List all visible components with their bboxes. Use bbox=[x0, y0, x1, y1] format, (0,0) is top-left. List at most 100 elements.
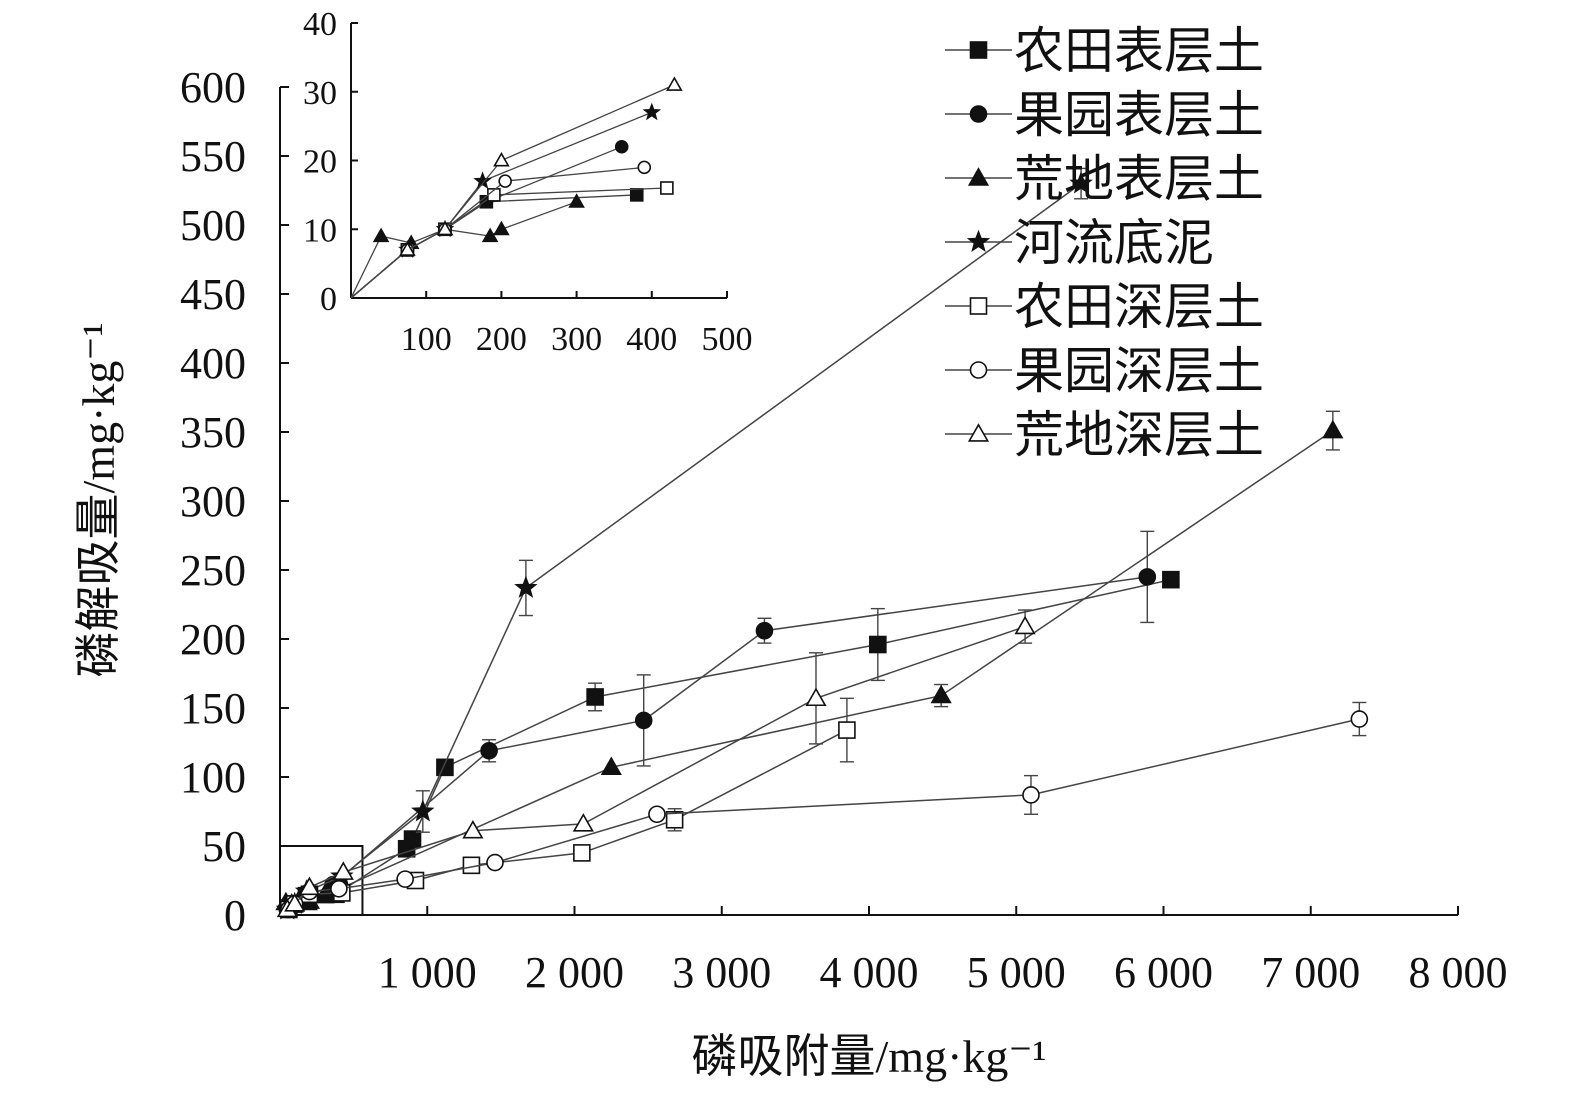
series-2 bbox=[278, 530, 1157, 919]
y-tick-label: 250 bbox=[180, 546, 246, 595]
y-tick-label: 350 bbox=[180, 408, 246, 457]
x-tick-label: 8 000 bbox=[1409, 948, 1508, 997]
data-point bbox=[869, 635, 887, 654]
data-point bbox=[403, 830, 422, 848]
inset-series-3 bbox=[350, 193, 585, 299]
data-point bbox=[1014, 615, 1036, 635]
legend-label: 果园深层土 bbox=[1014, 343, 1264, 399]
data-point bbox=[514, 575, 538, 598]
inset-data-point bbox=[399, 241, 416, 256]
y-tick-label: 50 bbox=[202, 822, 246, 871]
data-point bbox=[648, 805, 666, 824]
inset-series-line bbox=[350, 111, 653, 299]
series-line bbox=[288, 718, 1360, 911]
y-tick-label: 400 bbox=[180, 339, 246, 388]
inset-data-point bbox=[481, 227, 499, 243]
data-point bbox=[480, 741, 498, 760]
inset-data-point bbox=[372, 227, 390, 243]
legend-label: 荒地表层土 bbox=[1014, 151, 1264, 207]
inset-plot: 100 200 300 400 500 0 10 20 30 40 bbox=[303, 6, 753, 358]
x-tick-label: 3 000 bbox=[672, 948, 771, 997]
inset-data-point bbox=[436, 220, 454, 236]
zoom-region-box bbox=[279, 845, 364, 916]
data-point bbox=[1322, 419, 1344, 439]
legend-label: 荒地深层土 bbox=[1014, 407, 1264, 463]
legend-item: 农田深层土 bbox=[945, 279, 1264, 335]
inset-data-point bbox=[637, 160, 652, 175]
inset-data-point bbox=[666, 76, 683, 91]
data-point bbox=[1022, 786, 1040, 804]
legend-marker bbox=[967, 167, 990, 186]
inset-y-tick-label: 0 bbox=[320, 281, 337, 318]
inset-series-line bbox=[350, 194, 637, 299]
legend-item: 荒地深层土 bbox=[945, 407, 1264, 463]
data-point bbox=[586, 688, 604, 706]
inset-data-point bbox=[642, 102, 662, 121]
inset-y-tick-label: 40 bbox=[303, 6, 337, 43]
legend-marker bbox=[969, 105, 988, 123]
y-tick-label: 500 bbox=[180, 201, 246, 250]
legend-label: 果园表层土 bbox=[1014, 87, 1264, 143]
y-tick-label: 450 bbox=[180, 270, 246, 319]
inset-series-2 bbox=[350, 139, 629, 299]
inset-data-point bbox=[498, 174, 512, 188]
series-line bbox=[285, 429, 1334, 905]
x-tick-label: 4 000 bbox=[820, 948, 919, 997]
y-tick-label: 150 bbox=[180, 684, 246, 733]
y-tick-label: 0 bbox=[224, 891, 246, 940]
data-point bbox=[1162, 570, 1180, 589]
inset-x-tick-label: 100 bbox=[401, 321, 452, 358]
y-tick-label: 100 bbox=[180, 753, 246, 802]
y-tick-label: 200 bbox=[180, 615, 246, 664]
inset-x-tick-label: 400 bbox=[626, 321, 677, 358]
inset-data-point bbox=[473, 171, 492, 190]
y-tick-label: 300 bbox=[180, 477, 246, 526]
inset-series-line bbox=[350, 146, 622, 299]
series-1 bbox=[279, 570, 1180, 917]
data-point bbox=[284, 893, 306, 912]
main-plot: 1 000 2 000 3 000 4 000 5 000 6 000 7 000 8 000… bbox=[73, 63, 1508, 1082]
inset-series-1 bbox=[350, 188, 644, 299]
series-6 bbox=[280, 701, 1369, 919]
data-point bbox=[332, 861, 354, 880]
series-4 bbox=[275, 167, 1093, 920]
x-tick-label: 6 000 bbox=[1114, 948, 1213, 997]
inset-series-7 bbox=[350, 76, 683, 299]
inset-data-point bbox=[660, 181, 674, 195]
data-point bbox=[573, 844, 591, 862]
inset-data-point bbox=[493, 151, 510, 167]
data-point bbox=[462, 820, 484, 839]
series-7 bbox=[276, 609, 1036, 918]
inset-x-tick-label: 300 bbox=[551, 321, 602, 358]
data-point bbox=[1138, 568, 1157, 586]
data-point bbox=[396, 870, 414, 888]
inset-x-tick-label: 200 bbox=[476, 321, 527, 358]
legend-item: 荒地表层土 bbox=[945, 151, 1264, 207]
x-tick-label: 1 000 bbox=[378, 948, 477, 997]
legend-marker bbox=[966, 229, 991, 252]
x-axis-title: 磷吸附量/mg·kg⁻¹ bbox=[692, 1031, 1047, 1082]
legend-marker bbox=[967, 423, 990, 442]
x-tick-label: 7 000 bbox=[1261, 948, 1360, 997]
legend-marker bbox=[969, 297, 988, 315]
inset-y-tick-label: 10 bbox=[303, 212, 337, 249]
data-point bbox=[298, 876, 321, 896]
inset-data-point bbox=[614, 139, 629, 154]
y-tick-label: 600 bbox=[180, 63, 246, 112]
data-point bbox=[665, 810, 684, 829]
data-point bbox=[755, 621, 774, 640]
x-tick-label: 5 000 bbox=[967, 948, 1066, 997]
series-line bbox=[286, 576, 1148, 911]
series-line bbox=[286, 182, 1082, 911]
data-point bbox=[634, 711, 653, 730]
data-point bbox=[1350, 710, 1369, 728]
legend-item: 果园深层土 bbox=[945, 343, 1264, 399]
series-line bbox=[288, 729, 848, 911]
legend-item: 果园表层土 bbox=[945, 87, 1264, 143]
data-point bbox=[411, 799, 435, 822]
inset-y-tick-label: 30 bbox=[303, 75, 337, 112]
data-point bbox=[1069, 171, 1093, 194]
legend-label: 河流底泥 bbox=[1014, 215, 1214, 271]
data-point bbox=[930, 684, 952, 704]
